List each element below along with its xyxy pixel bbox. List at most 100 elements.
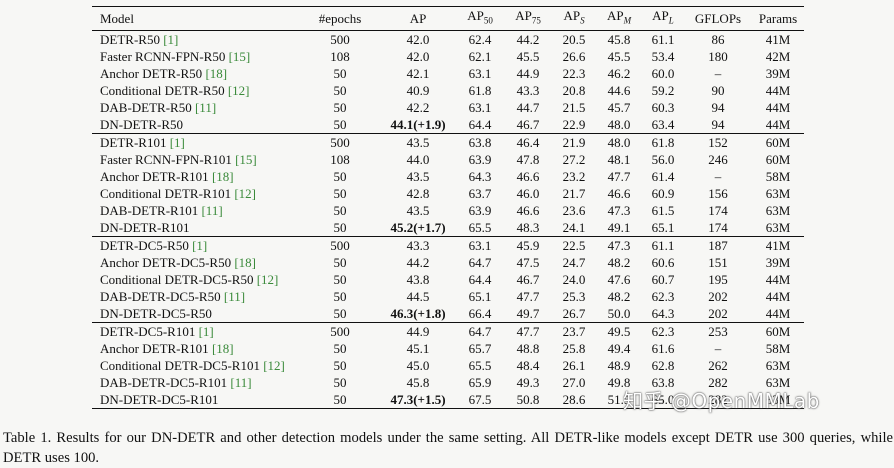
citation-link[interactable]: [11] <box>194 99 217 115</box>
model-name: Conditional DETR-R101 <box>100 185 232 201</box>
apl-cell: 60.9 <box>651 185 675 201</box>
ap75-cell: 46.6 <box>516 168 540 184</box>
apl-cell: 63.4 <box>651 116 675 132</box>
params-cell: 44M <box>765 271 791 287</box>
column-header-text: #epochs <box>318 10 362 26</box>
apl-cell: 60.6 <box>651 254 675 270</box>
citation-link[interactable]: [12] <box>256 271 279 287</box>
model-cell: Conditional DETR-R50 [12] <box>92 82 300 99</box>
citation-link[interactable]: [12] <box>227 82 250 98</box>
table-row: Conditional DETR-R50 [12] 50 40.9 61.8 43.3 2… <box>92 82 804 99</box>
ap50-cell: 64.3 <box>468 168 492 184</box>
apl-cell: 61.1 <box>651 237 675 253</box>
aps-cell: 22.9 <box>562 116 586 132</box>
citation-link[interactable]: [18] <box>211 340 234 356</box>
citation-link[interactable]: [11] <box>230 374 252 390</box>
table-row: Anchor DETR-DC5-R50 [18] 50 44.2 64.7 47.5 24… <box>92 254 804 271</box>
model-name: Anchor DETR-R50 <box>100 65 203 81</box>
params-cell: 58M <box>765 340 791 356</box>
epochs-cell: 50 <box>333 305 347 321</box>
model-name: Faster RCNN-FPN-R50 <box>100 48 226 64</box>
model-name: Faster RCNN-FPN-R101 <box>100 151 232 167</box>
params-cell: 63M <box>765 219 791 235</box>
citation-link[interactable]: [15] <box>228 48 251 64</box>
column-header-text: AP <box>606 8 624 23</box>
ap-cell: 46.3(+1.8) <box>390 305 446 321</box>
aps-cell: 24.7 <box>562 254 586 270</box>
gflops-cell: 174 <box>708 202 728 218</box>
citation-link[interactable]: [11] <box>223 288 246 304</box>
ap50-cell: 63.1 <box>468 99 492 115</box>
gflops-cell: 94 <box>711 99 725 115</box>
ap75-cell: 48.4 <box>516 357 540 373</box>
citation-link[interactable]: [12] <box>234 185 257 201</box>
params-cell: 63M <box>765 357 791 373</box>
params-cell: 44M <box>765 305 791 321</box>
model-cell: DAB-DETR-DC5-R50 [11] <box>92 288 300 305</box>
gflops-cell: 180 <box>708 48 728 64</box>
table-row: DETR-R50 [1] 500 42.0 62.4 44.2 20.5 45.8 61.1 8… <box>92 30 804 48</box>
model-cell: Anchor DETR-DC5-R50 [18] <box>92 254 300 271</box>
params-cell: 41M <box>765 237 791 253</box>
apl-cell: 59.2 <box>651 82 675 98</box>
model-cell: DETR-R50 [1] <box>92 30 300 48</box>
gflops-cell: 195 <box>708 271 728 287</box>
ap75-cell: 43.3 <box>516 82 540 98</box>
citation-link[interactable]: [1] <box>198 323 214 339</box>
citation-link[interactable]: [15] <box>235 151 257 167</box>
apm-cell: 46.6 <box>607 185 631 201</box>
citation-link[interactable]: [1] <box>163 31 179 47</box>
table-group: DETR-DC5-R101 [1] 500 44.9 64.7 47.7 23.7 49.5… <box>92 322 804 409</box>
gflops-cell: – <box>714 65 722 81</box>
apm-cell: 47.6 <box>607 271 631 287</box>
column-header: #epochs <box>300 7 380 31</box>
column-header-text: AP <box>652 8 669 23</box>
apm-cell: 48.1 <box>607 151 631 167</box>
citation-link[interactable]: [18] <box>211 168 234 184</box>
citation-link[interactable]: [18] <box>205 65 228 81</box>
epochs-cell: 50 <box>333 219 347 235</box>
column-header: APM <box>596 7 642 31</box>
params-cell: 39M <box>765 65 791 81</box>
citation-link[interactable]: [11] <box>201 202 223 218</box>
watermark: 知乎 @OpenMMLab <box>623 389 820 413</box>
apl-cell: 62.3 <box>651 323 675 339</box>
table-row: Anchor DETR-R101 [18] 50 45.1 65.7 48.8 25.8 4… <box>92 340 804 357</box>
model-name: DAB-DETR-R101 <box>100 202 199 218</box>
ap50-cell: 63.9 <box>468 202 492 218</box>
apl-cell: 62.8 <box>651 357 675 373</box>
citation-link[interactable]: [1] <box>169 134 185 150</box>
table-row: Conditional DETR-R101 [12] 50 42.8 63.7 46.0… <box>92 185 804 202</box>
aps-cell: 21.9 <box>562 134 586 150</box>
gflops-cell: 202 <box>708 305 728 321</box>
ap75-cell: 49.3 <box>516 374 540 390</box>
epochs-cell: 50 <box>333 116 347 132</box>
table-group: DETR-R50 [1] 500 42.0 62.4 44.2 20.5 45.8 61.1 8… <box>92 30 804 134</box>
model-name: Anchor DETR-R101 <box>100 340 209 356</box>
header-row: Model #epochs AP AP50 AP75 APS APM APL GFLOPs Par… <box>92 6 804 31</box>
model-name: DETR-DC5-R50 <box>100 237 189 253</box>
aps-cell: 23.2 <box>562 168 586 184</box>
ap75-cell: 44.2 <box>516 31 540 47</box>
citation-link[interactable]: [18] <box>234 254 256 270</box>
citation-link[interactable]: [1] <box>192 237 208 253</box>
gflops-cell: 94 <box>711 116 725 132</box>
apm-cell: 49.4 <box>607 340 631 356</box>
ap75-cell: 50.8 <box>516 391 540 407</box>
apm-cell: 45.8 <box>607 31 631 47</box>
gflops-cell: 202 <box>708 288 728 304</box>
citation-link[interactable]: [12] <box>263 357 285 373</box>
model-name: DETR-R101 <box>100 134 167 150</box>
ap50-cell: 64.4 <box>468 271 492 287</box>
aps-cell: 26.7 <box>562 305 586 321</box>
apl-cell: 61.6 <box>651 340 675 356</box>
model-cell: DAB-DETR-R101 [11] <box>92 202 300 219</box>
column-header-text: AP <box>563 8 581 23</box>
ap50-cell: 65.5 <box>468 219 492 235</box>
aps-cell: 22.5 <box>562 237 586 253</box>
ap-cell: 42.0 <box>406 31 430 47</box>
params-cell: 60M <box>765 151 791 167</box>
ap75-cell: 46.0 <box>516 185 540 201</box>
ap-cell: 40.9 <box>406 82 430 98</box>
gflops-cell: 187 <box>708 237 728 253</box>
